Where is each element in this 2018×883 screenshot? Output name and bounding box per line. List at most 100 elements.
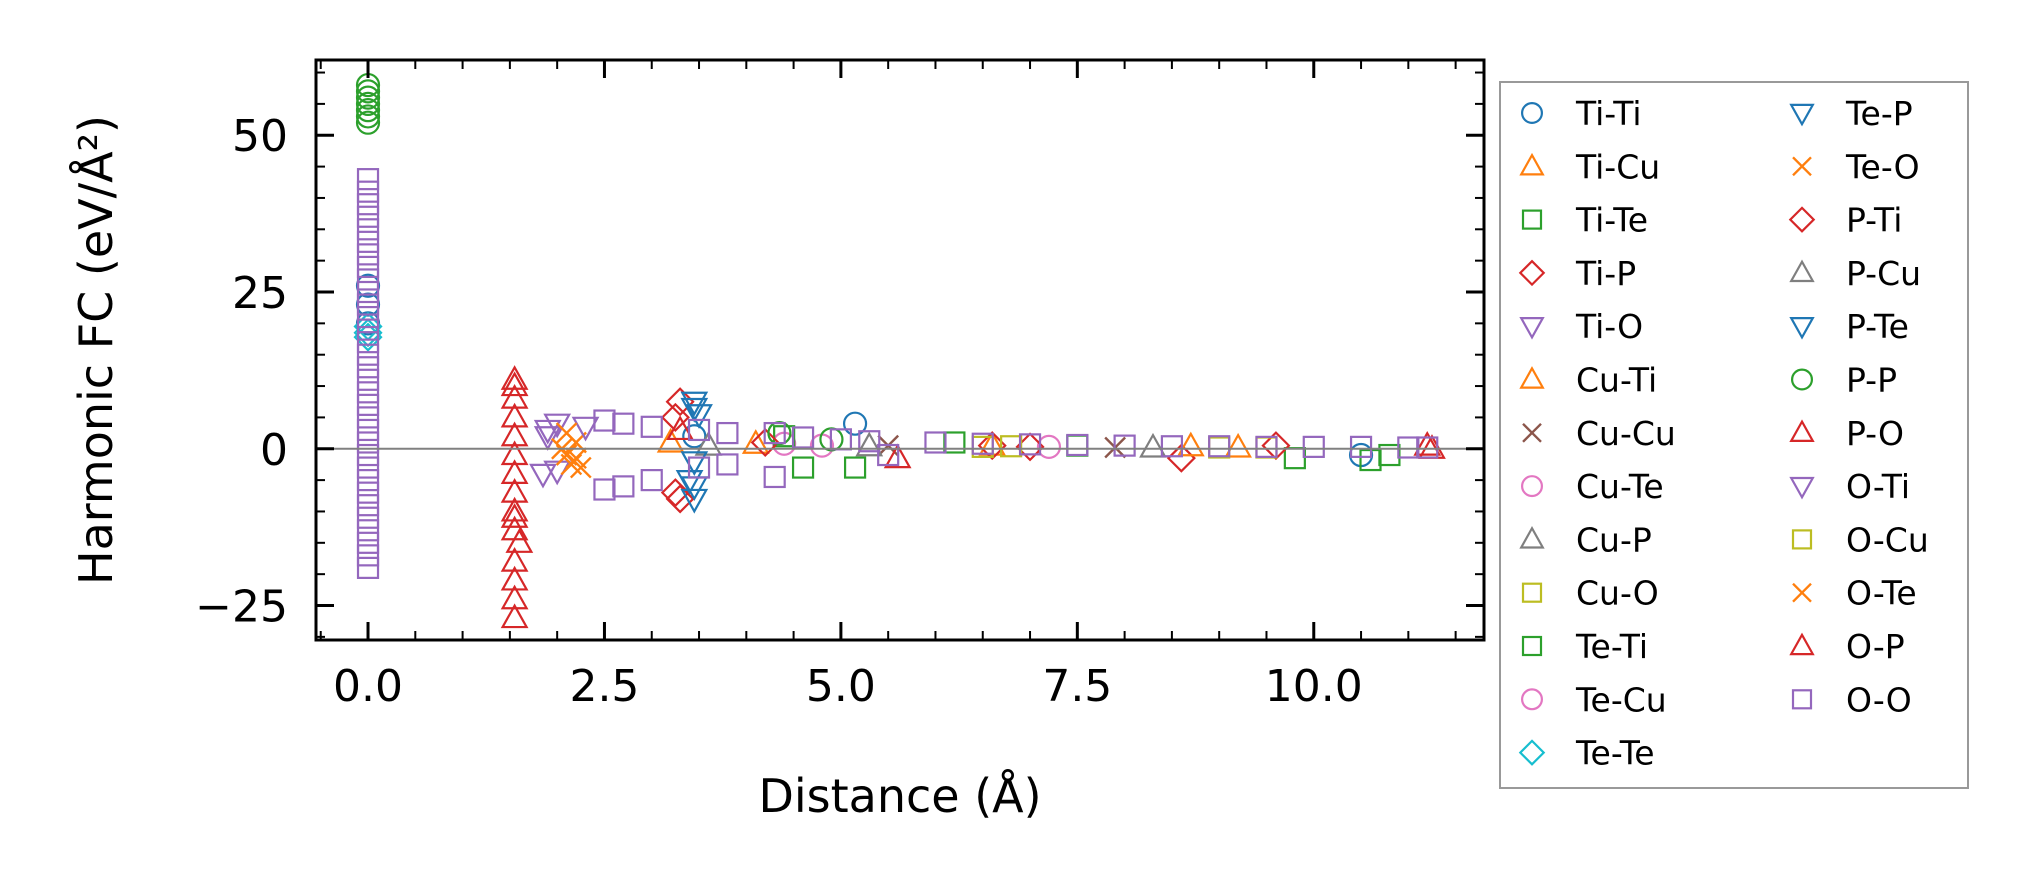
data-point (356, 356, 380, 379)
data-point (356, 443, 380, 467)
data-point (500, 440, 529, 466)
data-point (1066, 433, 1089, 457)
data-point (500, 459, 529, 484)
data-point (1113, 434, 1136, 457)
legend-item: Te-P (1789, 94, 1913, 133)
legend-marker (1520, 688, 1543, 711)
data-point (356, 418, 380, 442)
data-point (685, 404, 713, 429)
series-o-o (356, 168, 1439, 579)
legend-marker (1520, 475, 1543, 498)
data-point (1166, 443, 1196, 473)
x-tick-label: 7.5 (1042, 661, 1112, 712)
y-tick-label: −25 (195, 582, 288, 633)
legend-item: O-P (1789, 627, 1905, 666)
data-point (666, 415, 694, 441)
data-point (1224, 432, 1252, 458)
data-point (612, 475, 635, 498)
x-tick-label: 5.0 (806, 661, 876, 712)
legend-item: Te-O (1792, 147, 1920, 186)
data-point (500, 565, 529, 591)
legend-marker (1519, 366, 1545, 389)
legend-marker (1790, 368, 1813, 391)
legend-label: Ti-Te (1575, 201, 1648, 240)
legend-marker (1789, 632, 1815, 656)
data-point (716, 453, 739, 476)
data-point (356, 381, 380, 404)
legend-marker (1522, 422, 1542, 443)
data-point (877, 443, 900, 467)
legend-item: Ti-O (1519, 307, 1643, 346)
data-point (355, 110, 381, 135)
data-point (505, 528, 534, 553)
data-point (356, 193, 380, 216)
legend-item: Ti-Te (1521, 201, 1648, 240)
data-point (355, 104, 381, 129)
data-point (924, 431, 947, 454)
data-point (971, 432, 994, 455)
data-point (842, 411, 868, 436)
legend-item: P-Cu (1789, 254, 1921, 293)
legend-label: Cu-P (1576, 520, 1652, 559)
x-tick-labels: 0.0 2.5 5.0 7.5 10.0 (333, 661, 1363, 712)
data-point (356, 343, 380, 366)
data-point (656, 427, 685, 453)
legend-label: Ti-P (1575, 254, 1636, 293)
data-point (356, 255, 380, 279)
legend-item: Te-Ti (1521, 627, 1648, 666)
data-point (500, 496, 529, 522)
data-point (791, 456, 815, 479)
legend-label: P-Ti (1846, 201, 1902, 240)
legend-item: O-Ti (1789, 467, 1910, 506)
data-point (355, 79, 381, 104)
data-point (565, 447, 587, 470)
data-point (543, 413, 572, 439)
data-point (1208, 435, 1231, 458)
data-point (356, 556, 380, 579)
data-point (356, 368, 380, 391)
legend-marker (1521, 582, 1543, 603)
data-point (533, 426, 562, 451)
data-point (356, 393, 380, 416)
series-cu-ti (741, 429, 1205, 457)
data-point (500, 546, 529, 572)
data-point (500, 365, 529, 390)
legend-label: O-O (1846, 680, 1912, 719)
legend-label: Cu-O (1576, 574, 1659, 613)
data-point (612, 412, 635, 435)
data-point (1018, 433, 1042, 456)
legend-item: Te-Te (1518, 734, 1655, 773)
legend-marker (1789, 103, 1815, 127)
legend-label: P-Cu (1846, 254, 1921, 293)
y-tick-label: 0 (260, 425, 288, 476)
legend-label: Te-O (1845, 147, 1920, 186)
legend-marker (1519, 317, 1545, 340)
data-point (640, 415, 663, 438)
legend-marker (1520, 101, 1543, 124)
data-point (500, 371, 529, 397)
legend-label: Te-P (1845, 94, 1913, 133)
data-point (741, 429, 770, 454)
data-point (500, 603, 529, 629)
data-point (1261, 431, 1291, 461)
axes-frame (314, 58, 1486, 642)
legend-item: O-Cu (1791, 520, 1929, 559)
legend-item: Ti-Cu (1519, 147, 1660, 186)
legend-item: P-Ti (1788, 201, 1902, 240)
data-point (555, 422, 578, 444)
series-ti-p (660, 387, 1291, 514)
y-axis-title: Harmonic FC (eV/Å²) (69, 115, 123, 585)
legend-marker (1788, 206, 1816, 233)
data-point (356, 293, 380, 316)
data-point (356, 406, 380, 429)
data-point (356, 456, 380, 479)
legend-label: Te-Te (1575, 734, 1655, 773)
data-point (356, 531, 380, 554)
data-point (1139, 432, 1167, 458)
data-point (1413, 430, 1442, 456)
data-point (640, 469, 663, 492)
data-point (355, 98, 381, 123)
y-tick-labels: −25 0 25 50 (195, 111, 288, 632)
data-point (356, 230, 380, 253)
data-point (680, 488, 709, 514)
